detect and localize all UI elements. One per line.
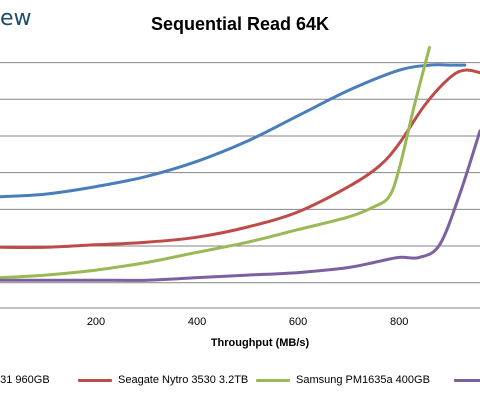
legend-item-series-2: Seagate Nytro 3530 3.2TB (78, 371, 248, 389)
legend-swatch-series-4 (454, 378, 480, 382)
series-line-4 (0, 129, 480, 282)
series-line-1 (0, 63, 467, 199)
x-tick-label-800: 800 (390, 316, 408, 328)
legend-item-series-3: Samsung PM1635a 400GB (256, 371, 430, 389)
legend-item-series-4 (454, 371, 480, 389)
legend: 331 960GB Seagate Nytro 3530 3.2TB Samsu… (0, 371, 480, 389)
legend-label-series-2: Seagate Nytro 3530 3.2TB (118, 374, 249, 386)
series-line-3 (0, 45, 431, 280)
logo-text: ew (0, 6, 32, 31)
legend-item-series-1: 331 960GB (0, 371, 50, 389)
x-tick-label-200: 200 (87, 316, 105, 328)
legend-swatch-series-2 (78, 378, 112, 382)
legend-swatch-series-3 (256, 378, 290, 382)
legend-label-series-1: 331 960GB (0, 374, 50, 386)
series-line-2 (0, 68, 480, 249)
x-axis-title: Throughput (MB/s) (210, 337, 310, 349)
chart-title: Sequential Read 64K (150, 14, 330, 34)
x-tick-label-600: 600 (289, 316, 307, 328)
x-tick-label-400: 400 (188, 316, 206, 328)
legend-label-series-3: Samsung PM1635a 400GB (296, 374, 430, 386)
